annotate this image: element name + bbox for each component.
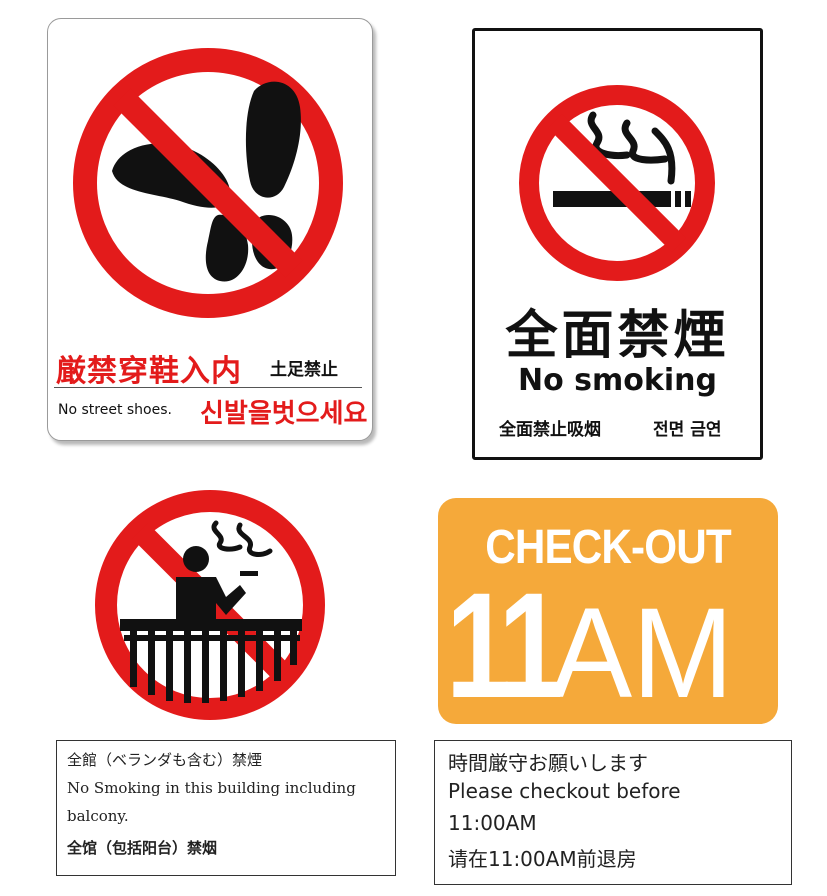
- no-shoes-text-en: No street shoes.: [58, 402, 172, 418]
- no-smoking-icon: [519, 85, 715, 281]
- no-shoes-sign: 厳禁穿鞋入内 土足禁止 No street shoes. 신발을벗으세요: [47, 18, 373, 441]
- checkout-time-suffix: AM: [550, 582, 733, 724]
- checkout-caption-jp: 時間厳守お願いします: [448, 751, 648, 775]
- no-smoking-text-ko: 전면 금연: [653, 420, 722, 440]
- no-smoking-text-en: No smoking: [518, 363, 717, 398]
- checkout-caption: 時間厳守お願いします Please checkout before 11:00A…: [434, 740, 792, 885]
- no-shoes-text-ko: 신발을벗으세요: [200, 399, 368, 429]
- no-smoking-text-zh: 全面禁止吸烟: [499, 420, 601, 440]
- balcony-caption: 全館（ベランダも含む）禁煙 No Smoking in this buildin…: [56, 740, 396, 876]
- no-smoking-title-jp: 全面禁煙: [505, 306, 730, 366]
- checkout-time-number: 11: [446, 561, 563, 724]
- checkout-label: CHECK-OUT: [485, 521, 731, 574]
- no-shoes-title-jp: 厳禁穿鞋入内: [56, 354, 242, 389]
- balcony-caption-en: No Smoking in this building including: [67, 779, 356, 797]
- divider: [54, 387, 362, 388]
- no-smoking-sign: 全面禁煙 No smoking 全面禁止吸烟 전면 금연: [472, 28, 763, 460]
- no-balcony-smoking-icon: [95, 490, 325, 720]
- checkout-time: 11AM: [446, 570, 743, 720]
- balcony-caption-zh: 全馆（包括阳台）禁烟: [67, 839, 218, 857]
- no-shoes-title-zh: 土足禁止: [270, 360, 338, 380]
- balcony-caption-en-cont: balcony.: [67, 807, 129, 825]
- checkout-caption-en: Please checkout before: [448, 779, 681, 803]
- checkout-caption-zh: 请在11:00AM前退房: [448, 847, 637, 871]
- checkout-caption-en-time: 11:00AM: [448, 811, 537, 835]
- balcony-caption-jp: 全館（ベランダも含む）禁煙: [67, 751, 263, 769]
- checkout-sign: CHECK-OUT 11AM: [438, 498, 778, 724]
- no-shoes-icon: [73, 48, 343, 318]
